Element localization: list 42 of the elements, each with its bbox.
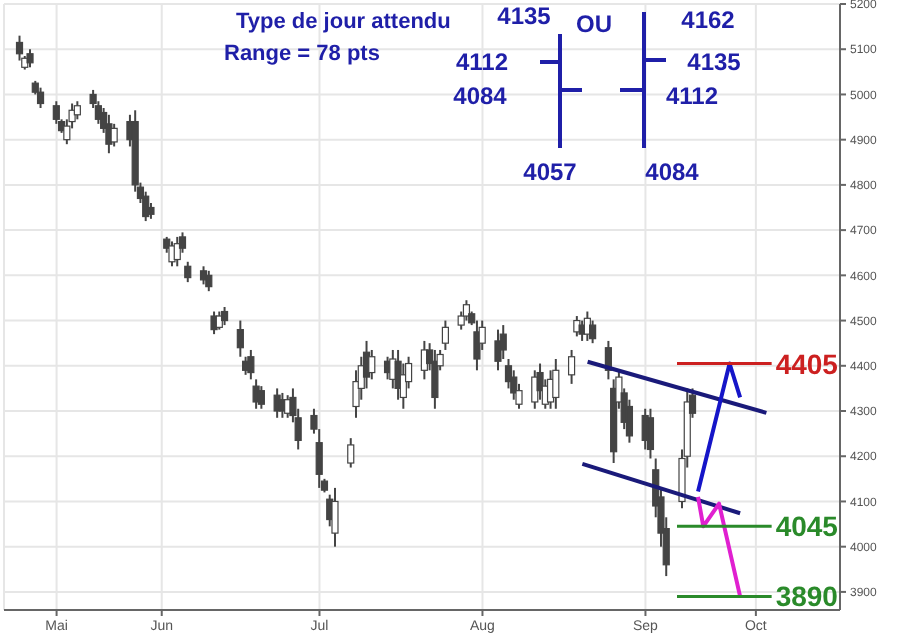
- annotation: 4135: [497, 2, 552, 30]
- annotation: OU: [576, 10, 612, 38]
- candlestick: [331, 486, 339, 548]
- candlestick: [252, 378, 260, 410]
- ref-line-label: 4405: [775, 347, 839, 380]
- candlestick: [441, 319, 449, 351]
- candlestick: [473, 319, 481, 372]
- candlestick: [105, 113, 113, 155]
- annotation: 4135: [687, 48, 742, 76]
- annotation: Type de jour attendu: [236, 10, 451, 34]
- candlestick: [205, 269, 213, 293]
- candlestick: [552, 358, 560, 410]
- candlestick: [184, 260, 192, 284]
- candlestick: [257, 385, 265, 410]
- candlestick: [236, 319, 244, 358]
- annotation: 4112: [665, 82, 719, 110]
- annotation: 4057: [523, 158, 578, 186]
- candlestick: [73, 100, 81, 121]
- annotation: 4084: [453, 82, 508, 110]
- annotation: 4112: [455, 48, 509, 76]
- candlestick: [646, 407, 655, 460]
- candlestick: [462, 299, 471, 322]
- candlestick: [247, 348, 255, 381]
- candlestick: [110, 122, 118, 148]
- candlestick: [494, 328, 502, 372]
- candlestick: [368, 348, 376, 381]
- annotation: 4084: [645, 158, 700, 186]
- candlestick: [589, 319, 597, 345]
- candlestick: [347, 437, 355, 469]
- candlestick: [36, 86, 45, 110]
- line-series: [696, 494, 743, 599]
- candlestick: [52, 100, 60, 125]
- annotation: Range = 78 pts: [224, 42, 380, 66]
- ref-line-label: 3890: [775, 580, 839, 613]
- candlestick: [220, 306, 229, 327]
- candlestick: [567, 348, 576, 385]
- candlestick: [273, 387, 281, 419]
- ref-line-label: 4045: [775, 510, 839, 543]
- annotation: 4162: [681, 6, 736, 34]
- candlestick: [199, 265, 208, 286]
- candlestick: [578, 319, 586, 342]
- candlestick: [210, 310, 218, 336]
